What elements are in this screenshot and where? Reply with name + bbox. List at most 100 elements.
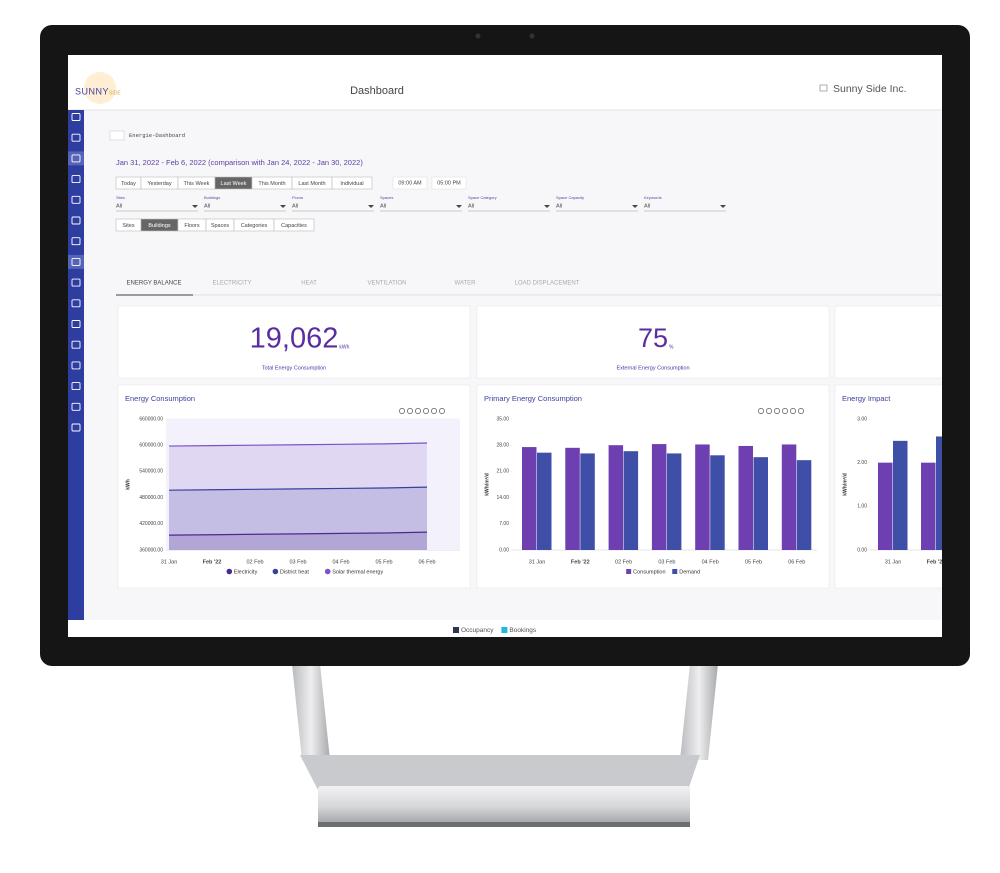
chart-tool[interactable]: [439, 408, 445, 414]
bar: [781, 444, 797, 550]
sidebar-toggle[interactable]: [109, 130, 125, 141]
filter-caret: [632, 205, 638, 208]
sidebar-item-active: [68, 254, 84, 269]
chart-tool[interactable]: [407, 408, 413, 414]
sidebar-icon[interactable]: [71, 195, 81, 204]
sidebar-icon[interactable]: [71, 133, 81, 142]
filter-value[interactable]: All: [116, 203, 122, 209]
tab[interactable]: ELECTRICITY: [212, 281, 251, 287]
sidebar-icon[interactable]: [71, 340, 81, 349]
sidebar-icon[interactable]: [71, 257, 81, 266]
tab[interactable]: HEAT: [301, 281, 317, 287]
button-label: This Month: [258, 181, 285, 187]
x-tick-label: 05 Feb: [375, 559, 392, 565]
chart-tool[interactable]: [798, 408, 804, 414]
filter-value[interactable]: All: [468, 203, 474, 209]
chart-tool[interactable]: [758, 408, 764, 414]
legend-label[interactable]: Demand: [679, 569, 700, 575]
x-tick-label: 31 Jan: [885, 559, 902, 565]
sidebar-icon[interactable]: [71, 113, 81, 121]
y-tick-label: 660000.00: [139, 416, 163, 422]
y-tick-label: 35.00: [496, 416, 509, 422]
sidebar-icon[interactable]: [71, 216, 81, 225]
x-tick-label: 03 Feb: [289, 559, 306, 565]
kpi-unit: %: [669, 344, 674, 350]
bar: [921, 462, 936, 550]
sidebar-icon[interactable]: [71, 154, 81, 163]
time-input[interactable]: [431, 176, 467, 190]
sidebar-icon[interactable]: [71, 382, 81, 391]
button-label: Yesterday: [147, 181, 172, 187]
x-tick-label: Feb '22: [203, 559, 222, 565]
y-tick-label: 7.00: [499, 521, 509, 527]
button-label: Sites: [122, 223, 134, 229]
legend-swatch: [453, 627, 459, 633]
chart-tool[interactable]: [431, 408, 437, 414]
chart-tool[interactable]: [782, 408, 788, 414]
kpi-unit: kWh: [339, 344, 349, 350]
company-name[interactable]: Sunny Side Inc.: [833, 83, 907, 95]
filter-value[interactable]: All: [380, 203, 386, 209]
button[interactable]: [331, 176, 373, 190]
company-icon: [819, 84, 828, 92]
button-label: Last Week: [221, 181, 247, 187]
time-value: 09:00 AM: [398, 180, 422, 186]
y-axis-label: kWh/m²/d: [842, 473, 848, 496]
sidebar-icon[interactable]: [71, 423, 81, 432]
tab[interactable]: LOAD DISPLACEMENT: [515, 281, 580, 287]
filter-caret: [192, 205, 198, 208]
button-label: Last Month: [298, 181, 325, 187]
legend-label[interactable]: Occupancy: [461, 627, 494, 634]
kpi-card: [476, 305, 830, 379]
sidebar-icon[interactable]: [71, 237, 81, 246]
filter-value[interactable]: All: [204, 203, 210, 209]
legend-swatch: [626, 569, 632, 574]
filter-value[interactable]: All: [292, 203, 298, 209]
chart-tool[interactable]: [399, 408, 405, 414]
sidebar-icon[interactable]: [71, 402, 81, 411]
chart-tool[interactable]: [423, 408, 429, 414]
filter-label: Space Capacity: [556, 195, 584, 200]
sidebar-icon[interactable]: [71, 320, 81, 328]
legend-label[interactable]: District heat: [280, 569, 310, 575]
chart-tool[interactable]: [766, 408, 772, 414]
breadcrumb[interactable]: Energie-Dashboard: [129, 132, 185, 139]
legend-swatch: [226, 568, 233, 575]
legend-label[interactable]: Bookings: [509, 627, 536, 634]
filter-label: Spaces: [380, 195, 393, 200]
chart-tool[interactable]: [790, 408, 796, 414]
legend-swatch: [272, 568, 279, 575]
button-label: Individual: [340, 181, 363, 187]
filter-value[interactable]: All: [644, 203, 650, 209]
time-input[interactable]: [392, 176, 428, 190]
chart-tool[interactable]: [415, 408, 421, 414]
area: [169, 532, 427, 550]
time-value: 05:00 PM: [437, 180, 461, 186]
tab[interactable]: VENTILATION: [368, 281, 407, 287]
page-title: Dashboard: [350, 85, 404, 97]
x-tick-label: 04 Feb: [332, 559, 349, 565]
sidebar-icon[interactable]: [71, 361, 81, 370]
button[interactable]: [273, 218, 315, 232]
kpi-value: 75: [638, 323, 668, 353]
tab[interactable]: WATER: [455, 281, 477, 287]
legend-label[interactable]: Solar thermal energy: [332, 569, 383, 575]
kpi-label: Total Energy Consumption: [262, 365, 327, 371]
chart-tool[interactable]: [774, 408, 780, 414]
sidebar-icon[interactable]: [71, 175, 81, 184]
chart-title: Primary Energy Consumption: [484, 394, 582, 403]
x-tick-label: 31 Jan: [161, 559, 178, 565]
kpi-card: [834, 305, 942, 379]
sidebar-icon[interactable]: [71, 299, 81, 308]
button-label: Buildings: [148, 223, 171, 229]
filter-caret: [544, 205, 550, 208]
bar: [580, 453, 595, 550]
legend-label[interactable]: Consumption: [633, 569, 665, 575]
filter-value[interactable]: All: [556, 203, 562, 209]
legend-label[interactable]: Electricity: [234, 569, 258, 575]
tab[interactable]: ENERGY BALANCE: [127, 281, 182, 287]
bar: [878, 462, 893, 550]
logo-sun: [84, 72, 116, 104]
sidebar-icon[interactable]: [71, 278, 81, 287]
bar: [893, 440, 908, 550]
